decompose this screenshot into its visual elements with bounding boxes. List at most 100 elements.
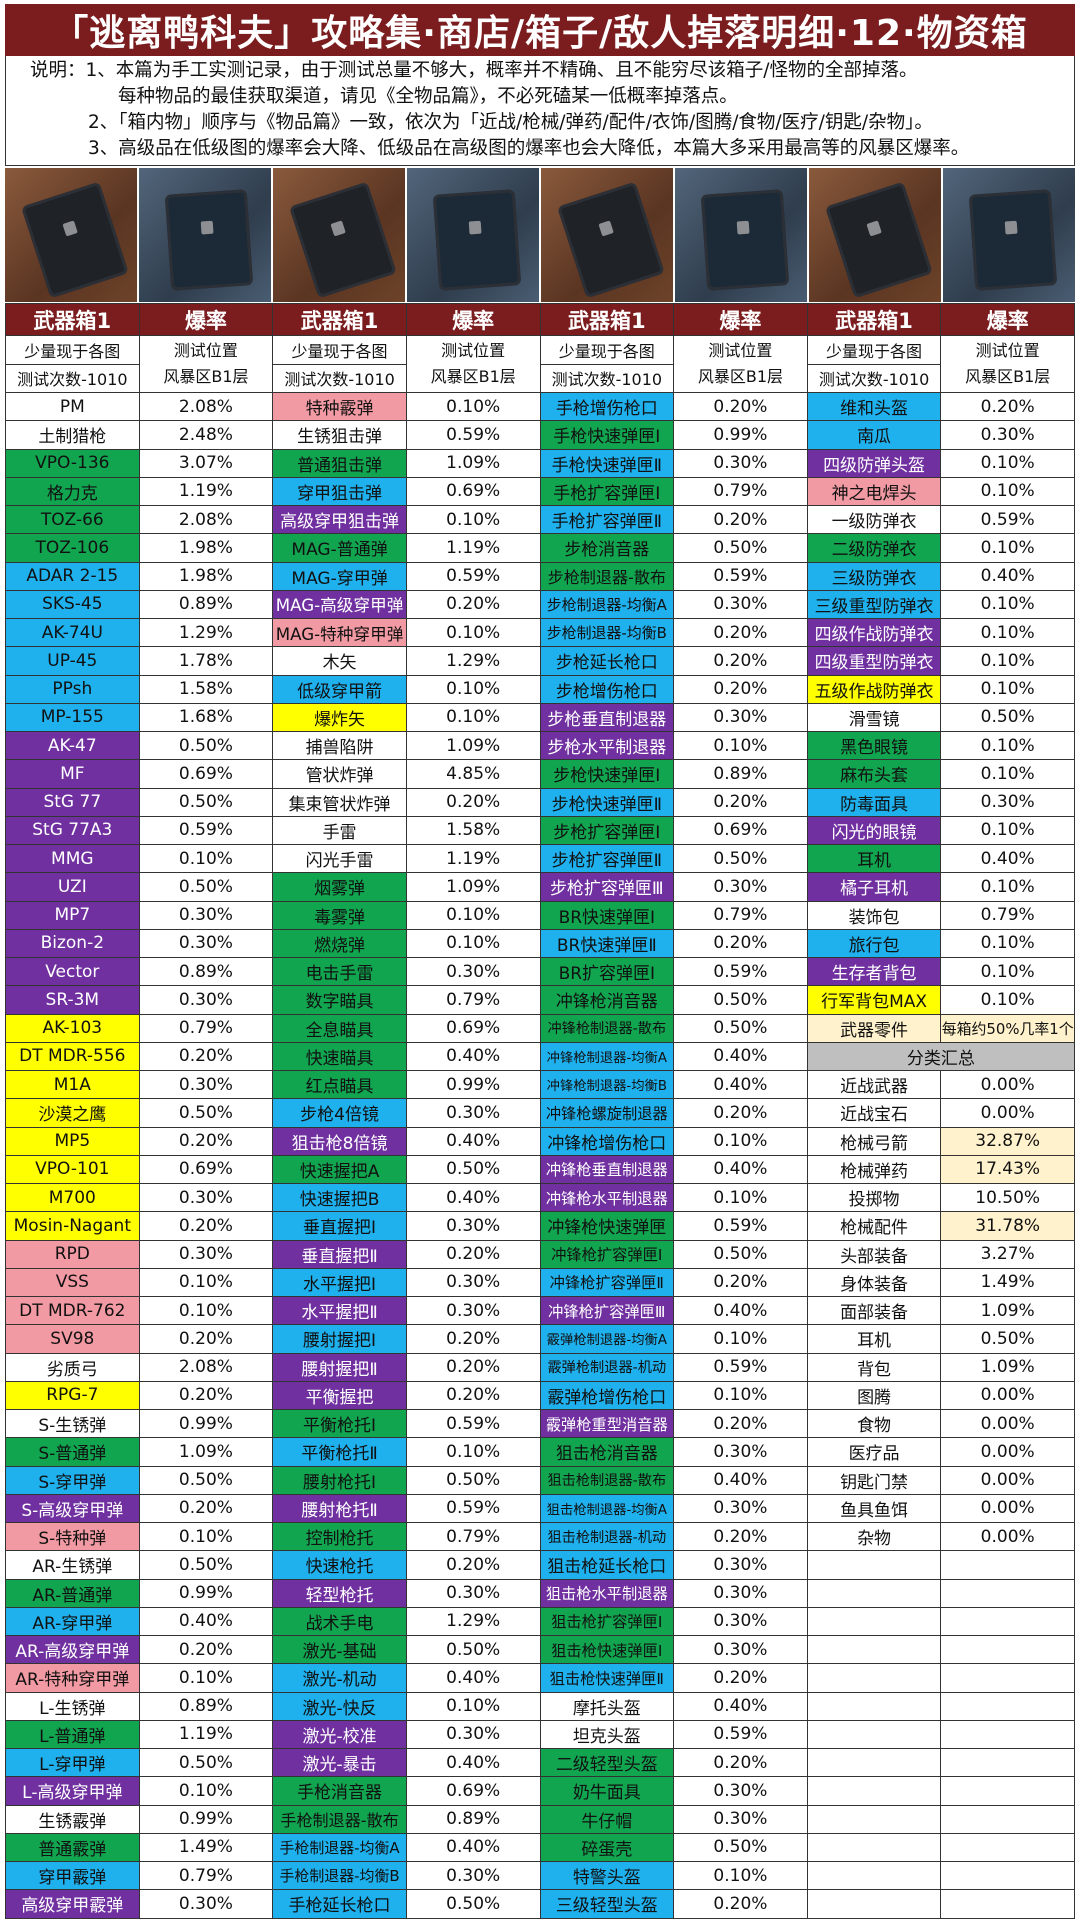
item-name: S-特种弹: [6, 1523, 140, 1552]
drop-rate: 0.50%: [406, 1466, 541, 1495]
item-name: 冲锋枪扩容弹匣Ⅰ: [540, 1240, 675, 1269]
subheader-line: 测试位置: [441, 341, 506, 360]
drop-rate: 0.59%: [674, 1720, 808, 1749]
item-name: 全息瞄具: [273, 1014, 407, 1043]
item-name: 激光-基础: [273, 1636, 407, 1665]
subheader-line: 风暴区B1层: [697, 367, 784, 386]
drop-rate: 1.09%: [406, 732, 541, 761]
item-name: S-普通弹: [6, 1438, 140, 1467]
subheader-test-count: 测试次数-1010: [540, 364, 675, 393]
item-name: 数字瞄具: [273, 986, 407, 1015]
item-name: PPsh: [6, 675, 140, 704]
subheader-test-location: 测试位置风暴区B1层: [674, 336, 808, 393]
drop-rate: 1.09%: [941, 1353, 1075, 1382]
drop-rate: 0.40%: [941, 562, 1075, 591]
item-name: 步枪制退器-均衡B: [540, 619, 675, 648]
item-name: 毒雾弹: [273, 901, 407, 930]
header-rate: 爆率: [674, 304, 808, 336]
drop-rate: 0.30%: [139, 986, 274, 1015]
drop-rate: 1.68%: [139, 703, 274, 732]
drop-rate: 0.10%: [674, 1184, 808, 1213]
drop-rate: 0.30%: [139, 1890, 274, 1919]
item-name: 投掷物: [807, 1184, 942, 1213]
item-name: M700: [6, 1184, 140, 1213]
drop-rate: 0.50%: [406, 1890, 541, 1919]
page-title: 「逃离鸭科夫」攻略集·商店/箱子/敌人掉落明细·12·物资箱: [5, 4, 1075, 56]
item-name: 高级穿甲霰弹: [6, 1890, 140, 1919]
empty-cell: [941, 1890, 1075, 1919]
empty-cell: [941, 1862, 1075, 1891]
header-box-name: 武器箱1: [540, 304, 675, 336]
drop-rate: 0.10%: [406, 929, 541, 958]
drop-rate: 1.29%: [406, 1607, 541, 1636]
drop-rate: 0.30%: [406, 1268, 541, 1297]
drop-rate: 0.30%: [674, 873, 808, 902]
drop-rate: 0.10%: [139, 1297, 274, 1326]
drop-rate: 0.20%: [406, 788, 541, 817]
subheader-location: 少量现于各图: [6, 336, 140, 365]
drop-rate: 0.50%: [406, 1636, 541, 1665]
item-name: 耳机: [807, 1325, 942, 1354]
drop-rate: 1.19%: [406, 845, 541, 874]
item-name: 爆炸矢: [273, 703, 407, 732]
drop-rate: 0.40%: [406, 1664, 541, 1693]
drop-rate: 1.49%: [139, 1833, 274, 1862]
drop-rate: 0.10%: [406, 393, 541, 422]
item-name: AR-穿甲弹: [6, 1607, 140, 1636]
drop-rate: 0.10%: [674, 732, 808, 761]
box-image: [139, 168, 271, 302]
item-name: AR-高级穿甲弹: [6, 1636, 140, 1665]
drop-rate: 1.29%: [406, 647, 541, 676]
drop-rate: 2.08%: [139, 1353, 274, 1382]
drop-rate: 0.10%: [406, 1692, 541, 1721]
item-name: 生锈霰弹: [6, 1805, 140, 1834]
item-name: 鱼具鱼饵: [807, 1494, 942, 1523]
drop-rate: 0.69%: [139, 1155, 274, 1184]
box-image: [809, 168, 941, 302]
item-name: 腰射枪托Ⅱ: [273, 1494, 407, 1523]
item-name: 近战武器: [807, 1071, 942, 1100]
item-name: SR-3M: [6, 986, 140, 1015]
item-name: 电击手雷: [273, 958, 407, 987]
drop-rate: 0.30%: [674, 449, 808, 478]
drop-rate: 0.50%: [674, 845, 808, 874]
item-name: 冲锋枪垂直制退器: [540, 1155, 675, 1184]
drop-rate: 0.10%: [941, 647, 1075, 676]
item-name: 手雷: [273, 816, 407, 845]
drop-rate: 0.10%: [941, 732, 1075, 761]
item-name: 狙击枪制退器-均衡A: [540, 1494, 675, 1523]
item-name: 土制猎枪: [6, 421, 140, 450]
drop-rate: 1.09%: [406, 873, 541, 902]
item-name: 步枪制退器-散布: [540, 562, 675, 591]
drop-rate: 0.20%: [674, 1268, 808, 1297]
item-name: StG 77: [6, 788, 140, 817]
item-name: 麻布头套: [807, 760, 942, 789]
drop-rate: 1.09%: [406, 449, 541, 478]
drop-rate: 0.40%: [674, 1155, 808, 1184]
drop-rate: 0.30%: [406, 1212, 541, 1241]
subheader-test-count: 测试次数-1010: [807, 364, 942, 393]
item-name: 五级作战防弹衣: [807, 675, 942, 704]
item-name: 一级防弹衣: [807, 506, 942, 535]
drop-rate: 1.49%: [941, 1268, 1075, 1297]
drop-rate: 0.10%: [941, 619, 1075, 648]
drop-rate: 0.79%: [674, 477, 808, 506]
drop-rate: 0.40%: [406, 1184, 541, 1213]
item-name: 医疗品: [807, 1438, 942, 1467]
item-name: 步枪扩容弹匣Ⅲ: [540, 873, 675, 902]
subheader-line: 测试位置: [708, 341, 773, 360]
item-name: S-生锈弹: [6, 1410, 140, 1439]
item-name: MAG-穿甲弹: [273, 562, 407, 591]
item-name: 特警头盔: [540, 1862, 675, 1891]
item-name: MP-155: [6, 703, 140, 732]
item-name: 水平握把Ⅰ: [273, 1268, 407, 1297]
drop-rate: 0.50%: [139, 1749, 274, 1778]
item-name: 四级防弹头盔: [807, 449, 942, 478]
subheader-line: 测试位置: [173, 341, 238, 360]
item-name: RPG-7: [6, 1381, 140, 1410]
empty-cell: [941, 1664, 1075, 1693]
drop-rate: 0.99%: [139, 1410, 274, 1439]
item-name: 生存者背包: [807, 958, 942, 987]
item-name: 黑色眼镜: [807, 732, 942, 761]
item-name: 二级防弹衣: [807, 534, 942, 563]
